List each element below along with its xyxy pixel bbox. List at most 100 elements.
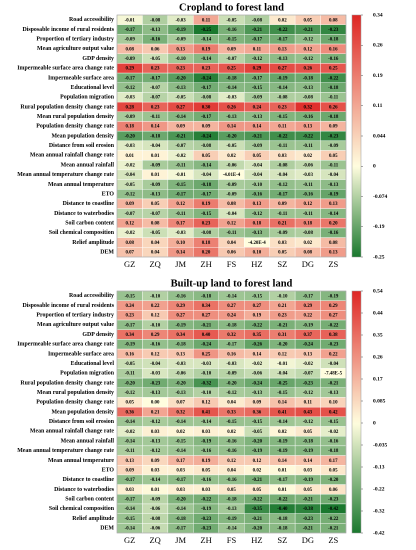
cell-label: -0.11: [176, 212, 186, 217]
row-label: DEM: [100, 250, 114, 256]
cell-label: -0.09: [226, 193, 237, 198]
cell-label: -0.16: [176, 294, 187, 299]
cell-label: 0.07: [176, 401, 185, 406]
cell-label: -0.21: [252, 517, 263, 522]
cell-label: 0.17: [329, 459, 338, 464]
cell-label: 0.18: [253, 222, 262, 227]
cell-label: 0.06: [329, 488, 338, 493]
cell-label: -0.17: [125, 28, 136, 33]
cell-label: -0.16: [303, 193, 314, 198]
colorbar-tick-label: 0.26: [373, 43, 383, 49]
cell-label: -0.08: [303, 96, 314, 101]
cell-label: -0.06: [226, 163, 237, 168]
cell-label: 0.37: [304, 333, 313, 338]
cell-label: -0.20: [226, 381, 237, 386]
cell-label: -0.21: [303, 498, 314, 503]
cell-label: -0.21: [328, 527, 339, 532]
cell-label: 0.03: [202, 430, 211, 435]
cell-label: -0.21: [176, 134, 187, 139]
cell-label: -0.12: [226, 391, 237, 396]
cell-label: -0.16: [252, 193, 263, 198]
row-label: DEM: [100, 526, 114, 532]
row-label: Soil carbon content: [65, 220, 114, 226]
x-tick-label: ZS: [328, 259, 338, 269]
row-label: Distance to waterbodies: [54, 211, 115, 217]
cell-label: 0.10: [253, 251, 262, 256]
cell-label: 0.06: [151, 47, 160, 52]
cell-label: 0.05: [125, 401, 134, 406]
cell-label: -0.16: [328, 439, 339, 444]
cell-label: -0.14: [201, 57, 212, 62]
cell-label: -0.16: [328, 57, 339, 62]
cell-label: 0.11: [253, 47, 262, 52]
cell-label: 0.40: [202, 333, 211, 338]
cell-label: 0.36: [253, 410, 262, 415]
cell-label: 0.01: [151, 173, 160, 178]
cell-label: 0.29: [304, 304, 313, 309]
row-label: ETO: [102, 467, 115, 473]
cell-label: -0.18: [303, 439, 314, 444]
cell-label: -0.19: [277, 439, 288, 444]
cell-label: -0.26: [252, 343, 263, 348]
cell-label: -0.21: [201, 323, 212, 328]
cell-label: 0.29: [151, 333, 160, 338]
cell-label: -0.12: [125, 193, 136, 198]
cell-label: -0.03: [226, 362, 237, 367]
cell-label: -0.13: [277, 57, 288, 62]
colorbar-tick-label: 0.44: [373, 310, 383, 316]
cell-label: -0.11: [125, 449, 135, 454]
cell-label: -0.13: [176, 391, 187, 396]
cell-label: 0.12: [151, 352, 160, 357]
cell-label: -0.11: [125, 372, 135, 377]
cell-label: 0.10: [329, 401, 338, 406]
cell-label: -0.17: [277, 193, 288, 198]
cell-label: 0.03: [176, 488, 185, 493]
cell-label: 0.05: [202, 154, 211, 159]
row-label: Mean agriculture output value: [37, 322, 114, 328]
cell-label: -0.12: [277, 183, 288, 188]
cell-label: 0.25: [227, 67, 236, 72]
colorbar-tick-label: 0.34: [373, 12, 383, 18]
cell-label: -0.15: [226, 38, 237, 43]
cell-label: -0.09: [125, 38, 136, 43]
cell-label: -0.12: [125, 391, 136, 396]
cell-label: -0.22: [328, 517, 339, 522]
cell-label: -0.14: [125, 420, 136, 425]
cell-label: -0.04: [328, 362, 339, 367]
cell-label: 0.09: [253, 401, 262, 406]
cell-label: 0.14: [278, 401, 287, 406]
cell-label: 0.27: [278, 67, 287, 72]
cell-label: 0.05: [227, 488, 236, 493]
cell-label: 0.43: [304, 410, 313, 415]
cell-label: 0.05: [304, 488, 313, 493]
cell-label: -0.35: [252, 507, 263, 512]
cell-label: -0.03: [125, 144, 136, 149]
cell-label: 0.16: [329, 47, 338, 52]
cell-label: 0.31: [278, 333, 287, 338]
cell-label: -0.19: [176, 323, 187, 328]
cell-label: -0.19: [277, 449, 288, 454]
cell-label: -0.24: [201, 76, 212, 81]
cell-label: 0.32: [176, 410, 185, 415]
row-label: Population density change rate: [36, 124, 114, 130]
cell-label: 0.27: [227, 304, 236, 309]
colorbar-tick-label: -0.13: [373, 464, 385, 470]
cell-label: 0.36: [125, 410, 134, 415]
cell-label: -0.06: [150, 507, 161, 512]
cell-label: 0.27: [176, 314, 185, 319]
cell-label: -0.03: [303, 173, 314, 178]
cell-label: 0.22: [329, 352, 338, 357]
cell-label: -0.18: [176, 517, 187, 522]
cell-label: 0.12: [253, 459, 262, 464]
row-label: Rural population density change rate: [20, 380, 114, 386]
cell-label: -0.04: [252, 163, 263, 168]
cell-label: 0.21: [278, 222, 287, 227]
cell-label: -0.21: [277, 323, 288, 328]
chart-title: Cropland to forest land: [179, 2, 284, 13]
cell-label: 0.09: [176, 125, 185, 130]
row-label: Mean agriculture output value: [37, 46, 114, 52]
cell-label: -0.20: [252, 527, 263, 532]
cell-label: 0.14: [151, 125, 160, 130]
cell-label: -0.09: [125, 115, 136, 120]
colorbar-tick-label: 0.11: [373, 103, 383, 109]
